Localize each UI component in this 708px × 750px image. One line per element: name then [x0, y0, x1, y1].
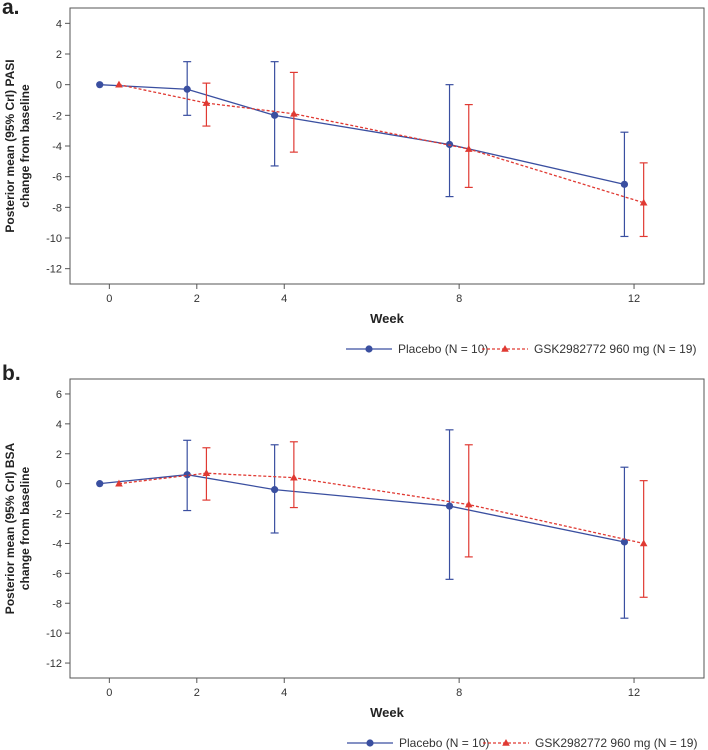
panel-a-gsk2982772-line [118, 84, 644, 204]
panel-a-ytick-label: -2 [52, 110, 62, 122]
panel-b-ytick-label: 0 [56, 479, 62, 491]
panel-b-xtick-label: 2 [194, 687, 200, 699]
panel-a-plot-frame [69, 7, 705, 285]
panel-b-gsk2982772-point [464, 500, 473, 508]
chart-panel-b: 6 4 2 0 -2 -4 -6 -8 -10 -12 0 2 4 8 12 Week Posterior me… [3, 378, 705, 750]
panel-b-gsk2982772-point [639, 539, 648, 547]
panel-label-a: a. [2, 0, 20, 19]
panel-a-legend-gsk2982772-marker [501, 345, 509, 352]
panel-b-xtick-label: 0 [106, 687, 112, 699]
panel-b-ytick-label: 4 [56, 419, 62, 431]
panel-b-placebo-point [620, 538, 629, 546]
panel-b-y-axis-label: Posterior mean (95% CrI) BSA [3, 442, 17, 614]
panel-a-placebo-point [183, 85, 191, 93]
panel-a-xtick-label: 12 [628, 293, 640, 305]
panel-a-ytick-label: -6 [52, 172, 62, 184]
panel-b-plot-frame [69, 378, 705, 679]
panel-b-placebo-point [183, 471, 191, 479]
panel-a-placebo-point [96, 81, 104, 89]
panel-b-placebo-point [96, 480, 104, 488]
panel-a-x-axis-label: Week [370, 311, 404, 326]
panel-b-placebo-point [271, 486, 279, 494]
panel-b-x-axis-label: Week [370, 705, 404, 720]
panel-b-xtick-label: 4 [281, 687, 287, 699]
panel-a-ytick-label: -12 [46, 264, 62, 276]
panel-b-gsk2982772-point [202, 469, 211, 476]
panel-b-placebo-point [445, 502, 454, 510]
panel-b-placebo-line [99, 474, 625, 543]
panel-b-ytick-label: -8 [52, 598, 62, 610]
panel-b-xtick-label: 8 [456, 687, 462, 699]
panel-b-legend-gsk2982772-label: GSK2982772 960 mg (N = 19) [535, 736, 697, 750]
panel-a-ytick-label: -4 [52, 141, 62, 153]
panel-b-legend-gsk2982772-marker [502, 739, 510, 746]
panel-a-y-axis-label: change from baseline [18, 84, 32, 208]
panel-a-ytick-label: 0 [56, 80, 62, 92]
panel-b-xtick-label: 12 [628, 687, 640, 699]
panel-b-ytick-label: 2 [56, 449, 62, 461]
panel-a-gsk2982772-point [290, 109, 298, 117]
panel-b-legend-placebo-marker [366, 739, 374, 747]
panel-a-placebo-point [620, 180, 629, 188]
panel-a-placebo-point [271, 111, 279, 119]
panel-a-gsk2982772-point [115, 80, 123, 88]
panel-a-y-axis-label: Posterior mean (95% CrI) PASI [3, 59, 17, 232]
panel-b-gsk2982772-point [115, 479, 123, 487]
panel-b-ytick-label: -6 [52, 568, 62, 580]
panel-b-ytick-label: 6 [56, 389, 62, 401]
panel-b-ytick-label: -10 [46, 628, 62, 640]
panel-a-placebo-point [445, 140, 454, 149]
panel-a-xtick-label: 4 [281, 293, 287, 305]
panel-b-y-axis-label: change from baseline [18, 466, 32, 590]
panel-a-ytick-label: -8 [52, 202, 62, 214]
panel-a-xtick-label: 0 [106, 293, 112, 305]
panel-a-xtick-label: 8 [456, 293, 462, 305]
panel-a-ytick-label: -10 [46, 233, 62, 245]
panel-a-placebo-line [99, 84, 625, 185]
panel-a-legend-placebo-label: Placebo (N = 10) [398, 342, 488, 356]
chart-panel-a: 4 2 0 -2 -4 -6 -8 -10 -12 0 2 4 8 12 Week Posterior mea… [3, 7, 705, 356]
panel-a-gsk2982772-point [464, 145, 473, 152]
panel-a-legend-placebo-marker [365, 345, 373, 353]
panel-label-b: b. [2, 362, 21, 385]
panel-b-ytick-label: -2 [52, 509, 62, 521]
panel-b-gsk2982772-line [118, 472, 644, 545]
panel-a-ytick-label: 2 [56, 49, 62, 61]
panel-a-xtick-label: 2 [194, 293, 200, 305]
panel-b-gsk2982772-point [290, 473, 298, 481]
panel-b-ytick-label: -12 [46, 658, 62, 670]
panel-a-ytick-label: 4 [56, 18, 62, 30]
panel-b-ytick-label: -4 [52, 538, 62, 550]
panel-b-legend-placebo-label: Placebo (N = 10) [399, 736, 489, 750]
panel-a-gsk2982772-point [639, 198, 648, 206]
panel-a-gsk2982772-point [202, 99, 211, 106]
panel-a-legend-gsk2982772-label: GSK2982772 960 mg (N = 19) [534, 342, 696, 356]
